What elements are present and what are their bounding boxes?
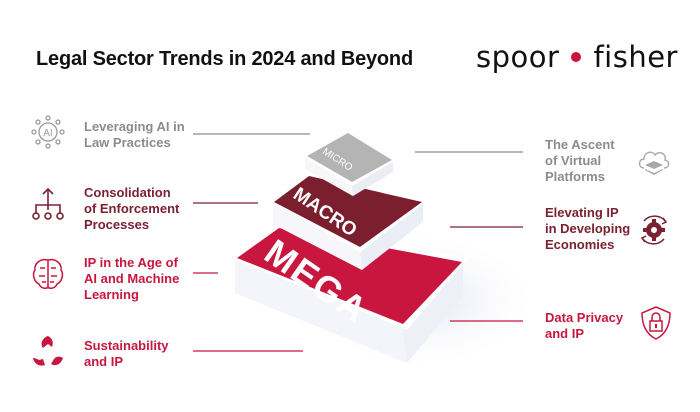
line: of Enforcement bbox=[84, 201, 180, 216]
layer-mega: MEGA bbox=[230, 222, 468, 363]
page-title: Legal Sector Trends in 2024 and Beyond bbox=[36, 48, 413, 70]
line: Data Privacy bbox=[545, 310, 624, 325]
line: Platforms bbox=[545, 169, 605, 184]
branch-hierarchy-icon bbox=[32, 187, 64, 220]
connector-lines bbox=[193, 133, 523, 352]
trend-developing-economies: Elevating IP in Developing Economies bbox=[545, 205, 630, 253]
shield-lock-icon bbox=[641, 306, 671, 340]
line: Law Practices bbox=[84, 135, 171, 150]
line: Learning bbox=[84, 287, 139, 302]
line: of Virtual bbox=[545, 153, 602, 168]
line: in Developing bbox=[545, 221, 631, 236]
line: Processes bbox=[84, 217, 150, 232]
trend-virtual-platforms: The Ascent of Virtual Platforms bbox=[545, 137, 615, 185]
trend-sustainability: Sustainability and IP bbox=[84, 338, 169, 370]
layer-micro: MICRO bbox=[303, 130, 396, 196]
line: and IP bbox=[545, 326, 585, 341]
trend-data-privacy: Data Privacy and IP bbox=[545, 310, 623, 342]
line: Leveraging AI in bbox=[84, 119, 185, 134]
trend-consolidation: Consolidation of Enforcement Processes bbox=[84, 185, 179, 233]
logo-dot bbox=[571, 52, 582, 62]
gear-cycle-icon bbox=[640, 215, 668, 245]
ai-network-icon: AI bbox=[31, 115, 65, 149]
logo-left: spoor bbox=[476, 40, 560, 74]
trend-ai-law: Leveraging AI in Law Practices bbox=[84, 119, 185, 151]
line: Sustainability bbox=[84, 338, 169, 353]
line: Economies bbox=[545, 237, 615, 252]
brain-circuit-icon bbox=[32, 258, 64, 289]
trend-ip-ai-ml: IP in the Age of AI and Machine Learning bbox=[84, 255, 179, 303]
cloud-layers-icon bbox=[638, 151, 670, 175]
svg-text:AI: AI bbox=[43, 128, 52, 139]
line: AI and Machine bbox=[84, 271, 180, 286]
line: Elevating IP bbox=[545, 205, 619, 220]
line: and IP bbox=[84, 354, 124, 369]
line: Consolidation bbox=[84, 185, 171, 200]
line: The Ascent bbox=[545, 137, 615, 152]
line: IP in the Age of bbox=[84, 255, 178, 270]
spoor-fisher-logo: spoor fisher bbox=[476, 40, 678, 74]
logo-right: fisher bbox=[593, 40, 678, 74]
recycle-leaves-icon bbox=[33, 336, 63, 366]
